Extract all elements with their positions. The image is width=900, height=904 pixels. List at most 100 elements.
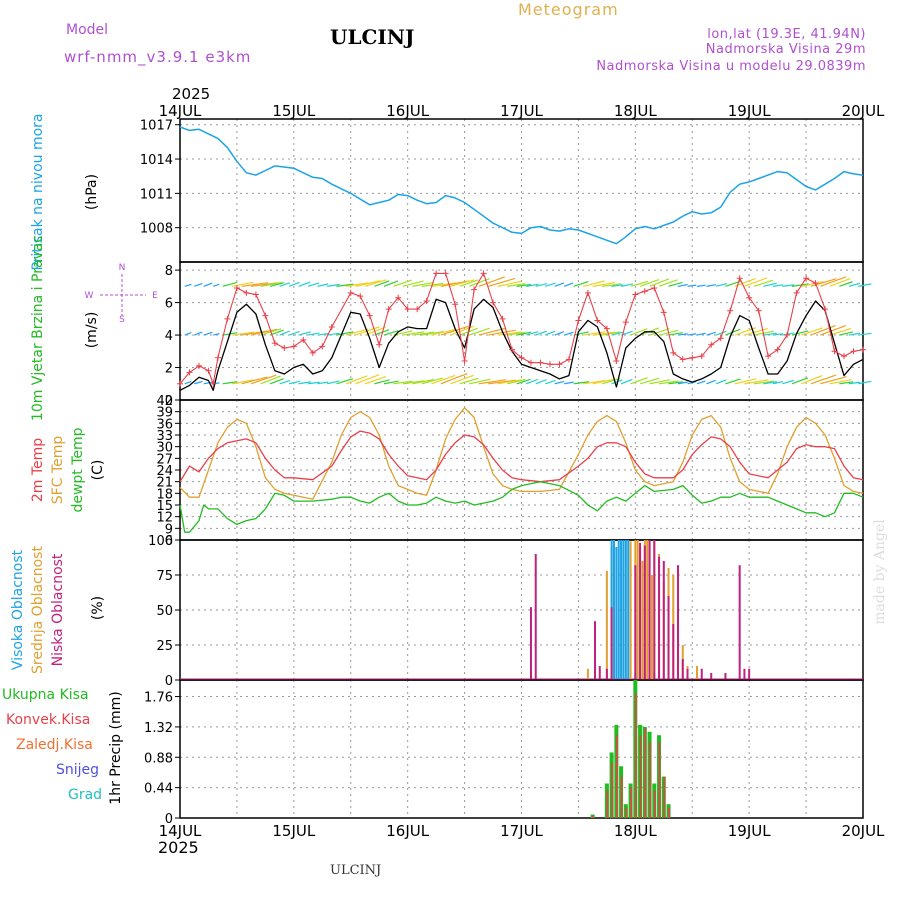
- y-tick-label: 36: [156, 417, 173, 432]
- wind-arrow: [602, 331, 621, 336]
- wind-arrow: [440, 325, 469, 336]
- wind-arrow: [336, 378, 354, 385]
- wind-arrow: [564, 331, 574, 336]
- wind-arrow: [734, 378, 757, 385]
- wind-gust-marker: [347, 289, 354, 296]
- wind-arrow: [431, 374, 456, 385]
- temp-title-dewpt: dewpt Temp: [70, 427, 86, 512]
- cloud-bar: [646, 540, 649, 679]
- precip-conv-bar: [630, 786, 633, 818]
- y-tick-label: 100: [148, 534, 173, 549]
- pressure-line: [179, 126, 864, 245]
- x-tick-label-bottom: 14JUL: [159, 822, 202, 840]
- y-tick-label: 39: [156, 406, 173, 421]
- precip-conv-bar: [620, 776, 623, 818]
- precip-conv-bar: [606, 790, 609, 818]
- wind-arrow: [696, 332, 706, 336]
- wind-gust-marker: [784, 332, 791, 339]
- cloud-bar: [748, 668, 751, 679]
- wind-gust-marker: [452, 301, 459, 308]
- temp-title-sfc: SFC Temp: [50, 436, 66, 505]
- y-tick-label: 2: [165, 362, 173, 377]
- wind-arrow: [677, 283, 688, 287]
- wind-title: 10m Vjetar Brzina i Pravac: [30, 235, 46, 421]
- wind-arrow: [488, 379, 516, 385]
- wind-arrow: [279, 330, 290, 336]
- wind-arrow: [336, 283, 354, 287]
- wind-arrow: [535, 330, 547, 336]
- precip-legend-item: Grad: [68, 787, 102, 803]
- wind-arrow: [516, 283, 532, 287]
- wind-arrow: [355, 280, 381, 287]
- wind-arrow: [260, 375, 281, 385]
- wind-gust-marker: [518, 354, 525, 361]
- cloud-bar: [650, 575, 653, 679]
- wind-arrow: [573, 381, 590, 385]
- compass-east: E: [152, 291, 158, 301]
- wind-gust-marker: [594, 317, 601, 324]
- wind-gust-marker: [841, 353, 848, 360]
- wind-arrow: [763, 381, 777, 385]
- wind-arrow: [279, 380, 291, 385]
- wind-arrow: [563, 282, 574, 287]
- wind-arrow: [298, 331, 311, 336]
- wind-gust-marker: [584, 289, 591, 296]
- wind-arrow: [545, 282, 556, 287]
- y-tick-label: 8: [165, 264, 173, 279]
- wind-arrow: [184, 380, 192, 385]
- cloud-bar: [662, 561, 665, 679]
- wind-arrow: [431, 328, 457, 336]
- precip-legend-item: Konvek.Kisa: [6, 712, 90, 728]
- precip-legend-item: Zaledj.Kisa: [16, 737, 93, 753]
- precip-legend-item: Ukupna Kisa: [2, 687, 89, 703]
- wind-gust-marker: [622, 319, 629, 326]
- y-tick-label: 24: [156, 464, 173, 479]
- wind-arrow: [725, 378, 741, 385]
- precip-conv-bar: [649, 742, 652, 818]
- wind-arrow: [269, 282, 285, 287]
- wind-arrow: [801, 327, 823, 336]
- wind-arrow: [431, 282, 457, 287]
- wind-gust-marker: [376, 341, 383, 348]
- credit-text: made by Angel: [872, 519, 888, 625]
- wind-arrow: [583, 331, 606, 336]
- wind-arrow: [298, 281, 311, 287]
- wind-gust-marker: [195, 362, 202, 369]
- precip-conv-bar: [611, 762, 614, 818]
- wind-arrow: [791, 377, 809, 385]
- y-tick-label: 75: [156, 569, 173, 584]
- wind-arrow: [668, 381, 683, 385]
- wind-arrow: [345, 328, 369, 336]
- wind-arrow: [326, 332, 340, 336]
- wind-gust-marker: [499, 315, 506, 322]
- wind-gust-marker: [822, 306, 829, 313]
- wind-arrow: [639, 377, 660, 385]
- wind-arrow: [450, 374, 474, 385]
- wind-gust-marker: [357, 293, 364, 300]
- wind-arrow: [592, 331, 616, 336]
- station-title: ULCINJ: [330, 25, 415, 49]
- model-name: wrf-nmm_v3.9.1 e3km: [64, 48, 251, 67]
- wind-arrow: [829, 277, 851, 287]
- y-tick-label: 18: [156, 487, 173, 502]
- wind-gust-marker: [243, 289, 250, 296]
- wind-arrow: [288, 380, 301, 385]
- cloud-title-mid: Srednja Oblacnost: [30, 546, 46, 674]
- cloud-bar: [629, 541, 632, 679]
- wind-arrow: [744, 277, 768, 287]
- wind-gust-marker: [309, 349, 316, 356]
- wind-arrow: [649, 278, 670, 287]
- wind-arrow: [772, 284, 784, 287]
- year-top: 2025: [172, 85, 210, 103]
- cloud-bar: [605, 570, 608, 679]
- wind-arrow: [383, 280, 399, 287]
- footer-station: ULCINJ: [330, 863, 381, 878]
- wind-arrow: [393, 380, 413, 385]
- wind-gust-marker: [651, 284, 658, 291]
- wind-arrow: [317, 381, 329, 385]
- wind-arrow: [469, 378, 491, 385]
- wind-arrow: [715, 330, 727, 336]
- wind-arrow: [232, 379, 254, 385]
- wind-gust-marker: [461, 358, 468, 365]
- y-tick-label: 42: [156, 394, 173, 409]
